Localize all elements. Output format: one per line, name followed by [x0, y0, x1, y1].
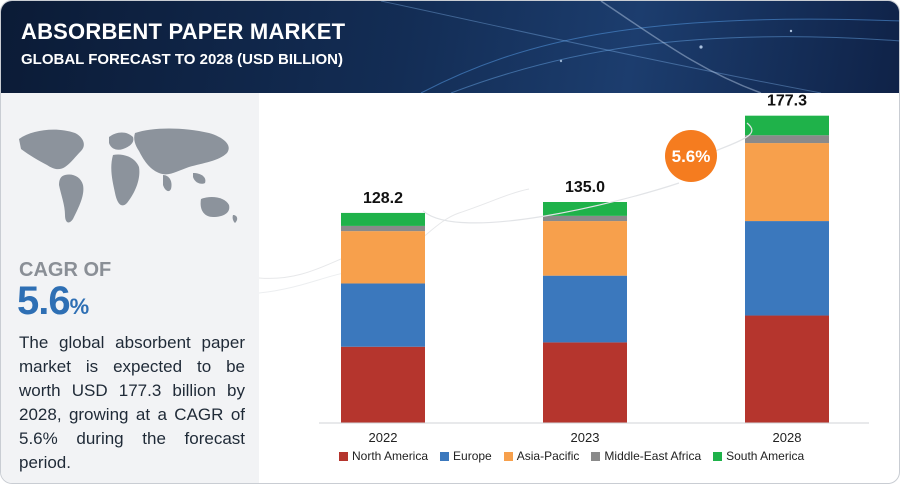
header-banner: ABSORBENT PAPER MARKET GLOBAL FORECAST T… — [1, 1, 899, 93]
x-tick-label: 2023 — [571, 430, 600, 445]
cagr-number: 5.6 — [17, 279, 71, 323]
legend-item: Europe — [440, 449, 492, 463]
bar-segment-middle-east-africa-2022 — [341, 225, 425, 232]
summary-panel: CAGR OF 5.6% The global absorbent paper … — [1, 93, 259, 483]
chart-legend: North America Europe Asia-Pacific Middle-Ea… — [339, 448, 839, 464]
legend-label: Europe — [453, 449, 492, 463]
legend-item: South America — [713, 449, 804, 463]
cagr-value: 5.6% — [17, 279, 90, 324]
cagr-badge-label: 5.6% — [672, 147, 711, 166]
bar-total-labels: 128.2 135.0 177.3 — [363, 93, 807, 207]
bar-segment-asia-pacific-2023 — [543, 221, 627, 276]
legend-swatch — [503, 451, 513, 461]
bar-segment-middle-east-africa-2023 — [543, 215, 627, 222]
legend-item: Middle-East Africa — [591, 449, 701, 463]
bar-stack-2028 — [745, 115, 829, 423]
stacked-bar-chart: 128.2 135.0 177.3 2022 2023 2028 5.6% — [259, 93, 869, 445]
header-decoration — [380, 1, 899, 93]
bar-segment-north-america-2022 — [341, 346, 425, 423]
legend-label: Middle-East Africa — [604, 449, 702, 463]
bar-total-label: 135.0 — [565, 179, 605, 196]
legend-swatch — [591, 451, 601, 461]
cagr-badge: 5.6% — [665, 130, 717, 182]
world-map-icon — [19, 128, 238, 223]
legend-label: Asia-Pacific — [516, 449, 580, 463]
bar-segment-europe-2022 — [341, 283, 425, 347]
x-tick-label: 2028 — [773, 430, 802, 445]
page-subtitle: GLOBAL FORECAST TO 2028 (USD BILLION) — [21, 51, 343, 68]
legend-label: North America — [352, 449, 429, 463]
legend-item: North America — [339, 449, 428, 463]
legend-swatch — [713, 451, 723, 461]
bar-segment-asia-pacific-2022 — [341, 231, 425, 284]
bar-segment-middle-east-africa-2028 — [745, 135, 829, 144]
market-description: The global absorbent paper market is exp… — [19, 333, 245, 472]
bar-total-label: 177.3 — [767, 93, 807, 110]
bar-segment-north-america-2028 — [745, 315, 829, 423]
legend-label: South America — [726, 449, 805, 463]
legend-swatch — [440, 451, 450, 461]
bar-total-label: 128.2 — [363, 190, 403, 207]
bar-stack-2022 — [341, 212, 425, 423]
bar-segment-europe-2023 — [543, 275, 627, 343]
cagr-label: CAGR OF — [19, 259, 112, 281]
legend-item: Asia-Pacific — [503, 449, 580, 463]
bar-stacks — [341, 115, 829, 423]
bar-stack-2023 — [543, 202, 627, 423]
x-axis-ticks: 2022 2023 2028 — [369, 430, 802, 445]
bar-segment-europe-2028 — [745, 221, 829, 316]
legend-swatch — [339, 451, 348, 461]
x-tick-label: 2022 — [369, 430, 398, 445]
cagr-percent-sign: % — [69, 294, 90, 319]
bar-segment-north-america-2023 — [543, 342, 627, 423]
bar-segment-asia-pacific-2028 — [745, 143, 829, 222]
page-title: ABSORBENT PAPER MARKET — [21, 19, 346, 44]
bar-segment-south-america-2022 — [341, 212, 425, 226]
cagr-badge-circle — [665, 130, 717, 182]
bar-segment-south-america-2028 — [745, 115, 829, 136]
